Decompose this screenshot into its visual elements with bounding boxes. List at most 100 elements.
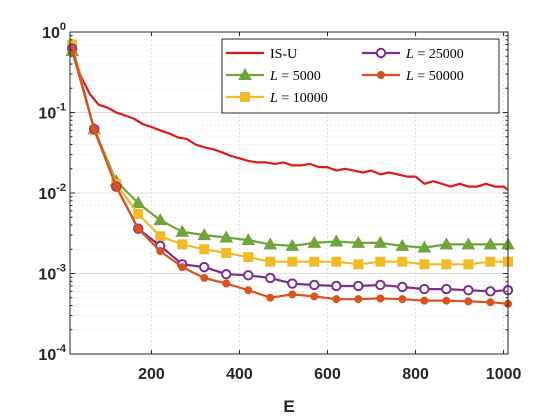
data-point bbox=[131, 196, 146, 209]
data-point bbox=[485, 256, 496, 267]
data-point bbox=[419, 259, 430, 270]
data-point bbox=[485, 286, 496, 297]
data-point bbox=[375, 47, 387, 59]
data-point bbox=[377, 71, 385, 79]
data-point bbox=[219, 230, 234, 243]
legend: IS-U L = 5000 L = 10000 L = 25000 L = 50000 bbox=[221, 38, 500, 114]
data-point bbox=[155, 231, 166, 242]
legend-entry-3: L = 25000 bbox=[362, 47, 464, 62]
data-point bbox=[156, 247, 165, 256]
data-point bbox=[441, 283, 452, 295]
data-point bbox=[307, 235, 322, 248]
y-tick-label: 10-1 bbox=[38, 102, 66, 123]
data-point bbox=[375, 279, 386, 291]
data-point bbox=[331, 280, 342, 292]
data-point bbox=[244, 286, 253, 295]
data-point bbox=[486, 298, 495, 307]
data-point bbox=[134, 224, 143, 233]
data-point bbox=[200, 273, 209, 282]
series-layer bbox=[65, 39, 515, 308]
x-axis-label: E bbox=[283, 397, 294, 416]
legend-label: L = 25000 bbox=[405, 47, 464, 62]
data-point bbox=[309, 279, 320, 291]
x-tick-label: 800 bbox=[402, 366, 429, 383]
data-point bbox=[265, 256, 276, 267]
series-4 bbox=[68, 45, 512, 308]
data-point bbox=[287, 256, 298, 267]
data-point bbox=[397, 256, 408, 267]
data-point bbox=[353, 259, 364, 270]
data-point bbox=[420, 296, 429, 305]
data-point bbox=[243, 270, 254, 281]
data-point bbox=[417, 240, 432, 253]
data-point bbox=[332, 295, 341, 304]
data-point bbox=[133, 208, 144, 219]
data-point bbox=[351, 235, 366, 248]
series-0 bbox=[71, 49, 509, 191]
axis-ticks bbox=[70, 32, 508, 355]
y-tick-label: 10-4 bbox=[38, 343, 66, 364]
data-point bbox=[463, 259, 474, 270]
legend-label: L = 50000 bbox=[405, 69, 464, 84]
data-point bbox=[199, 261, 210, 273]
data-point bbox=[353, 280, 364, 292]
data-point bbox=[464, 297, 473, 306]
data-point bbox=[439, 237, 454, 250]
data-point bbox=[329, 234, 344, 247]
series-line bbox=[71, 49, 509, 191]
legend-label: L = 5000 bbox=[269, 69, 321, 84]
data-point bbox=[112, 182, 121, 191]
legend-entry-1: L = 5000 bbox=[226, 67, 321, 84]
data-point bbox=[175, 224, 190, 237]
data-point bbox=[461, 237, 476, 250]
y-tick-label: 100 bbox=[42, 21, 66, 42]
legend-entry-2: L = 10000 bbox=[226, 91, 328, 106]
data-point bbox=[266, 293, 275, 302]
legend-entry-4: L = 50000 bbox=[362, 69, 464, 84]
data-point bbox=[177, 239, 188, 250]
data-point bbox=[331, 256, 342, 267]
data-point bbox=[376, 294, 385, 303]
data-point bbox=[90, 125, 99, 134]
data-point bbox=[310, 292, 319, 301]
data-point bbox=[375, 256, 386, 267]
legend-box bbox=[221, 38, 500, 114]
data-point bbox=[288, 290, 297, 299]
legend-label: L = 10000 bbox=[269, 91, 328, 106]
x-tick-label: 1000 bbox=[486, 366, 522, 383]
x-tick-label: 200 bbox=[138, 366, 165, 383]
data-point bbox=[285, 238, 300, 251]
data-point bbox=[463, 285, 474, 296]
data-point bbox=[395, 238, 410, 251]
data-point bbox=[222, 279, 231, 288]
legend-label: IS-U bbox=[270, 47, 297, 62]
data-point bbox=[241, 233, 256, 246]
series-3 bbox=[67, 43, 514, 297]
x-tick-label: 600 bbox=[314, 366, 341, 383]
x-tick-label: 400 bbox=[226, 366, 253, 383]
data-point bbox=[373, 235, 388, 248]
y-tick-label: 10-3 bbox=[38, 263, 66, 284]
data-point bbox=[197, 228, 212, 241]
data-point bbox=[240, 92, 250, 102]
data-point bbox=[287, 278, 298, 289]
data-point bbox=[221, 269, 232, 280]
data-point bbox=[263, 237, 278, 250]
data-point bbox=[419, 283, 430, 295]
data-point bbox=[309, 256, 320, 267]
data-point bbox=[199, 244, 210, 255]
y-tick-label: 10-2 bbox=[38, 182, 66, 203]
data-point bbox=[178, 263, 187, 272]
data-point bbox=[397, 281, 408, 293]
legend-entry-0: IS-U bbox=[226, 47, 297, 62]
data-point bbox=[238, 67, 252, 80]
data-point bbox=[441, 259, 452, 270]
data-point bbox=[354, 295, 363, 304]
data-point bbox=[153, 213, 168, 226]
data-point bbox=[442, 296, 451, 305]
data-point bbox=[265, 272, 276, 284]
data-point bbox=[398, 295, 407, 304]
y-tick-labels: 100 10-1 10-2 10-3 10-4 bbox=[38, 21, 66, 364]
data-point bbox=[243, 252, 254, 263]
